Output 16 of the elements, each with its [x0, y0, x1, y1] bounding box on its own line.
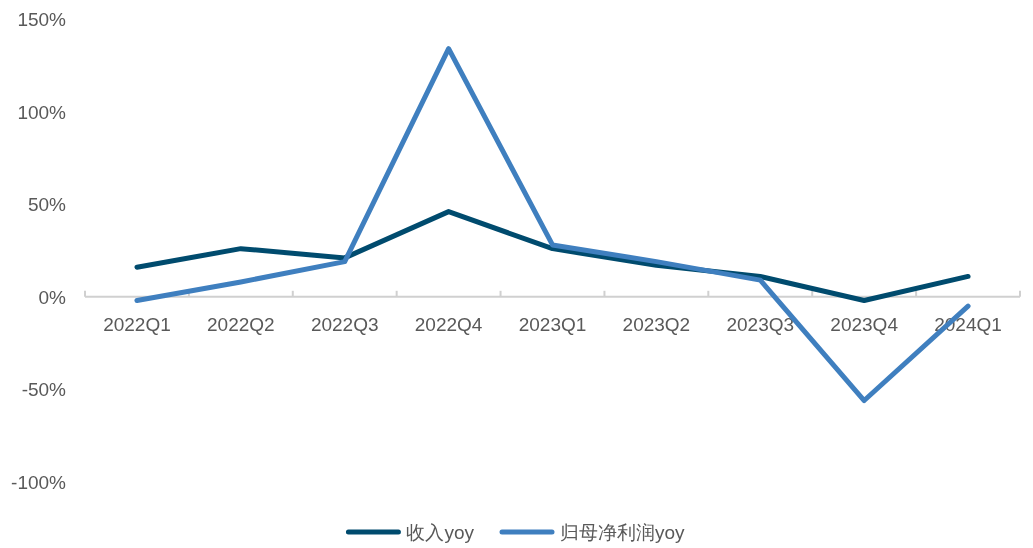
y-tick-label: -50% [21, 379, 67, 401]
y-tick-label: 0% [38, 286, 67, 308]
x-tick-label: 2023Q4 [830, 313, 899, 335]
legend-label: 收入yoy [406, 522, 475, 543]
y-tick-label: 50% [27, 194, 67, 216]
x-tick-label: 2022Q2 [207, 313, 275, 335]
y-tick-label: 100% [17, 101, 67, 123]
legend-label: 归母净利润yoy [560, 522, 686, 543]
y-tick-label: -100% [11, 472, 67, 493]
y-tick-label: 150% [17, 9, 67, 30]
x-tick-label: 2023Q3 [726, 313, 795, 335]
x-tick-label: 2022Q1 [103, 313, 171, 335]
x-tick-label: 2022Q3 [310, 313, 379, 335]
x-tick-label: 2023Q1 [518, 313, 587, 335]
x-tick-label: 2023Q2 [622, 313, 691, 335]
x-tick-label: 2022Q4 [414, 313, 483, 335]
